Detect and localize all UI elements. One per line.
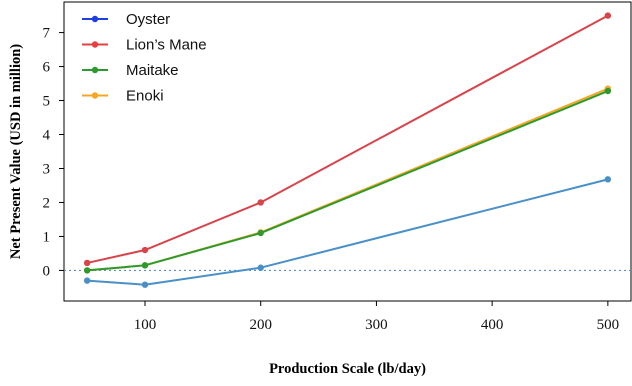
legend-label-lion-s-mane: Lion’s Mane xyxy=(126,37,207,54)
y-tick-label: 0 xyxy=(43,263,51,279)
x-tick-label: 200 xyxy=(249,317,272,333)
legend-marker-enoki xyxy=(91,92,99,99)
legend-label-enoki: Enoki xyxy=(126,88,164,105)
x-tick-label: 400 xyxy=(481,317,504,333)
legend-label-maitake: Maitake xyxy=(126,62,179,79)
y-tick-label: 5 xyxy=(43,94,51,110)
y-tick-label: 1 xyxy=(43,229,51,245)
data-point-maitake xyxy=(257,229,264,237)
data-point-lion-s-mane xyxy=(257,199,264,206)
data-point-maitake xyxy=(83,267,91,274)
legend-marker-oyster xyxy=(91,15,99,23)
y-tick-label: 6 xyxy=(43,60,51,76)
data-point-oyster xyxy=(141,281,149,288)
series-line-lion-s-mane xyxy=(86,14,609,264)
data-point-oyster xyxy=(257,264,264,271)
y-tick-label: 2 xyxy=(43,195,51,211)
legend-marker-lion-s-mane xyxy=(91,41,99,48)
y-tick-label: 7 xyxy=(43,26,51,42)
data-point-lion-s-mane xyxy=(141,246,149,254)
x-tick-label: 100 xyxy=(134,317,157,333)
legend-label-oyster: Oyster xyxy=(126,11,170,28)
data-point-lion-s-mane xyxy=(83,259,91,267)
x-axis-title: Production Scale (lb/day) xyxy=(269,361,426,377)
data-point-lion-s-mane xyxy=(604,12,612,19)
y-tick-label: 3 xyxy=(43,161,51,177)
x-tick-label: 300 xyxy=(365,317,388,333)
series-line-maitake xyxy=(87,90,609,272)
y-tick-label: 4 xyxy=(43,128,51,144)
data-point-maitake xyxy=(604,87,612,95)
data-point-maitake xyxy=(141,262,149,269)
y-axis-title: Net Present Value (USD in million) xyxy=(8,44,24,259)
series-group xyxy=(83,12,612,288)
legend: Oyster Lion’s Mane Maitake Enoki xyxy=(82,11,207,105)
series-line-enoki xyxy=(87,87,609,272)
legend-marker-maitake xyxy=(91,66,99,74)
series-line-oyster xyxy=(87,178,609,286)
x-tick-label: 500 xyxy=(597,317,620,333)
axes: 100 200 300 400 500 0 1 2 3 4 5 6 7 xyxy=(43,1,632,333)
data-point-oyster xyxy=(604,176,612,183)
data-point-oyster xyxy=(83,277,91,284)
plot-frame xyxy=(63,1,632,302)
